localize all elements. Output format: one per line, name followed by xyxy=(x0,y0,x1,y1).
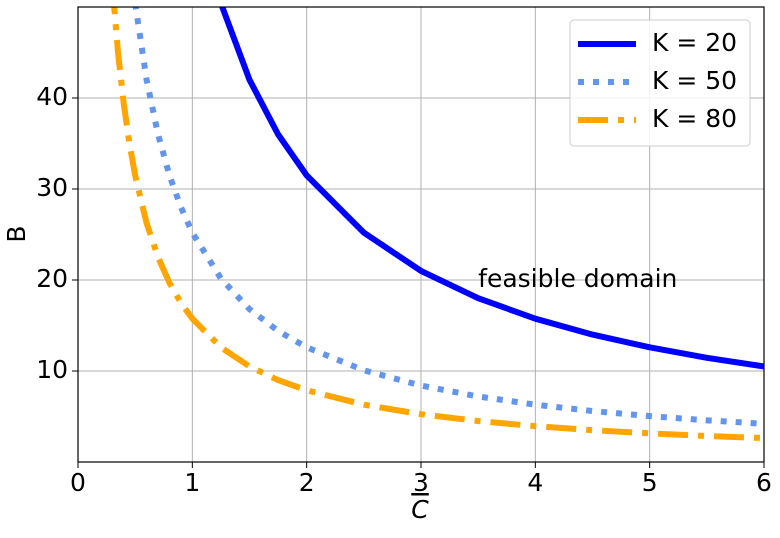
x-tick-label: 0 xyxy=(70,468,86,497)
y-tick-label: 30 xyxy=(36,173,68,202)
y-tick-label: 10 xyxy=(36,355,68,384)
x-tick-label: 4 xyxy=(527,468,543,497)
x-tick-label: 2 xyxy=(299,468,315,497)
legend-label: K = 20 xyxy=(652,28,737,57)
y-axis-label: B xyxy=(2,225,31,242)
x-axis-label: C xyxy=(411,495,429,524)
x-tick-label: 5 xyxy=(642,468,658,497)
series-line xyxy=(132,7,764,427)
y-tick-label: 40 xyxy=(36,82,68,111)
legend-label: K = 50 xyxy=(652,66,737,95)
y-tick-label: 20 xyxy=(36,264,68,293)
annotation: feasible domain xyxy=(478,264,677,293)
legend-label: K = 80 xyxy=(652,104,737,133)
x-tick-label: 3 xyxy=(413,468,429,497)
legend-box xyxy=(569,19,751,147)
x-tick-label: 1 xyxy=(184,468,200,497)
series-line xyxy=(111,7,764,442)
x-tick-label: 6 xyxy=(756,468,772,497)
series-line xyxy=(219,7,764,370)
